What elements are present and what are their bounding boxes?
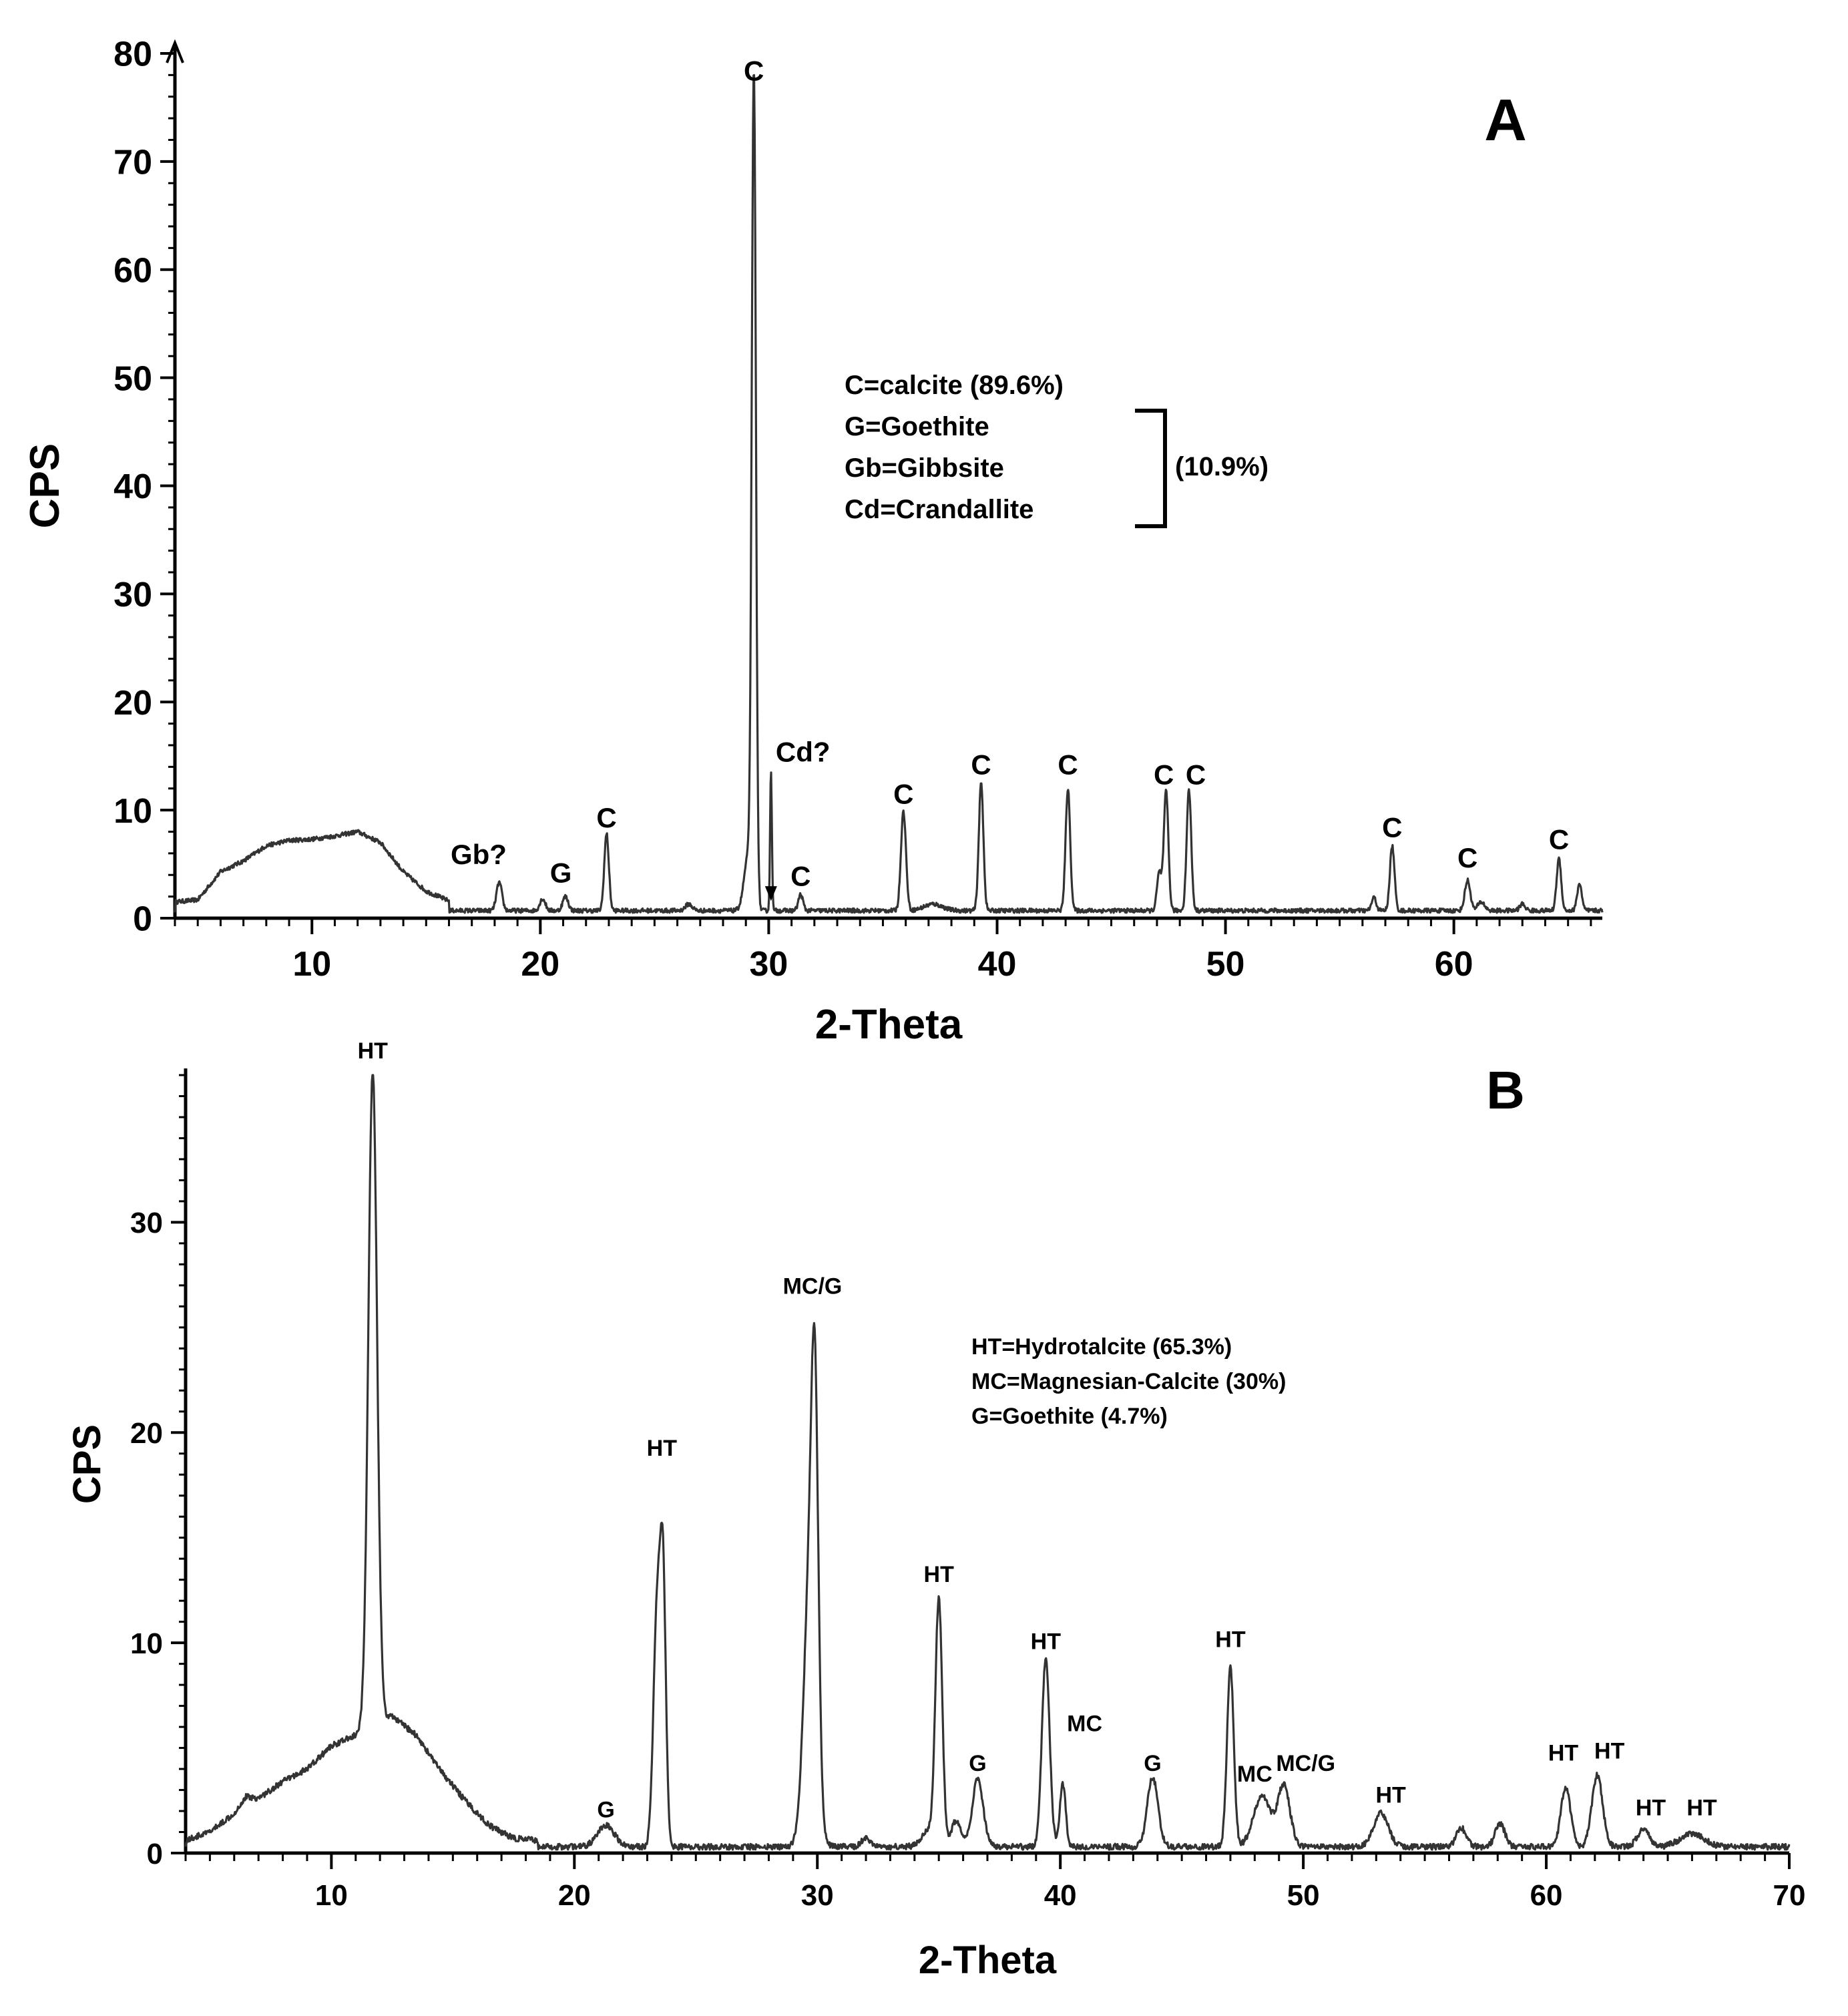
panel-a: 0 10 20 30 40 50 60 70 80 10 20 30 40 50 60 2-Theta CPS A… (22, 35, 1604, 1048)
peak-label: HT (1594, 1738, 1625, 1764)
x-tick-label: 50 (1287, 1879, 1320, 1912)
legend-line: HT=Hydrotalcite (65.3%) (971, 1334, 1232, 1360)
y-axis-label: CPS (22, 443, 68, 528)
y-tick-label: 40 (113, 467, 152, 506)
peak-label: C (790, 860, 811, 891)
peak-label: G (597, 1797, 614, 1822)
xrd-pattern-line (174, 73, 1604, 914)
peak-label: Cd? (776, 736, 831, 767)
x-axis-label: 2-Theta (815, 1002, 963, 1048)
x-tick-label: 40 (978, 945, 1017, 984)
y-tick-label: 10 (130, 1627, 163, 1660)
x-tick-label: 20 (521, 945, 559, 984)
peak-label: C (971, 749, 991, 781)
x-axis-label: 2-Theta (919, 1939, 1057, 1982)
peak-label: C (893, 778, 913, 809)
y-tick-label: 50 (113, 359, 152, 398)
x-tick-label: 30 (749, 945, 788, 984)
peak-label: HT (358, 1038, 389, 1064)
y-tick-label: 70 (113, 144, 152, 182)
peak-label: C (1382, 812, 1402, 843)
y-tick-label: 0 (147, 1838, 163, 1870)
y-tick-label: 10 (113, 792, 152, 831)
x-tick-label: 40 (1044, 1879, 1077, 1912)
legend-line: Gb=Gibbsite (845, 453, 1004, 483)
arrow-marker (764, 886, 777, 901)
y-tick-label: 80 (113, 35, 152, 74)
legend-line: MC=Magnesian-Calcite (30%) (971, 1369, 1286, 1394)
peak-label: HT (1031, 1629, 1062, 1655)
legend-bracket (1135, 409, 1167, 528)
peak-label: C (1549, 823, 1569, 855)
peak-label: MC/G (1276, 1751, 1335, 1776)
x-tick-label: 50 (1206, 945, 1245, 984)
xrd-pattern-line (184, 1074, 1791, 1851)
panel-letter: B (1486, 1060, 1525, 1120)
peak-label: HT (924, 1562, 955, 1587)
legend-group-label: (10.9%) (1175, 452, 1268, 481)
peak-label: C (1186, 759, 1206, 790)
peak-label: C (1457, 842, 1477, 873)
peak-label: MC (1237, 1762, 1273, 1787)
peak-label: G (969, 1751, 986, 1776)
y-tick-label: 20 (113, 684, 152, 723)
x-tick-label: 30 (801, 1879, 834, 1912)
peak-label: HT (1686, 1795, 1717, 1820)
peak-label: C (1154, 759, 1174, 790)
y-tick-label: 30 (130, 1207, 163, 1239)
y-tick-label: 0 (133, 900, 152, 939)
peak-label: HT (1215, 1627, 1246, 1652)
panel-letter: A (1484, 87, 1527, 153)
peak-label: MC/G (783, 1273, 843, 1299)
x-tick-label: 70 (1773, 1879, 1806, 1912)
peak-label: HT (1375, 1782, 1406, 1808)
x-tick-label: 60 (1435, 945, 1473, 984)
peak-label: HT (1636, 1795, 1666, 1820)
peak-label: G (550, 857, 572, 889)
peak-label: Gb? (451, 839, 507, 870)
peak-label: HT (1548, 1740, 1579, 1766)
peak-label: C (1058, 749, 1078, 781)
x-tick-label: 60 (1530, 1879, 1563, 1912)
legend-line: C=calcite (89.6%) (845, 371, 1064, 400)
y-tick-label: 60 (113, 251, 152, 290)
y-axis-arrow (166, 39, 184, 63)
x-tick-label: 10 (315, 1879, 348, 1912)
legend-line: G=Goethite (4.7%) (971, 1404, 1168, 1429)
x-tick-label: 20 (558, 1879, 591, 1912)
legend-line: G=Goethite (845, 412, 989, 441)
peak-label: HT (647, 1436, 678, 1461)
peak-label: MC (1067, 1711, 1102, 1736)
legend-line: Cd=Crandallite (845, 495, 1033, 524)
peak-label: G (1144, 1751, 1161, 1776)
y-tick-label: 20 (130, 1417, 163, 1450)
peak-label: C (744, 55, 764, 86)
x-tick-label: 10 (292, 945, 331, 984)
panel-b: 0 10 20 30 10 20 30 40 50 60 70 2-Theta CPS B HT HT MC/G… (65, 1038, 1805, 1982)
y-axis-label: CPS (65, 1424, 109, 1504)
y-tick-label: 30 (113, 576, 152, 614)
peak-label: C (596, 802, 616, 833)
